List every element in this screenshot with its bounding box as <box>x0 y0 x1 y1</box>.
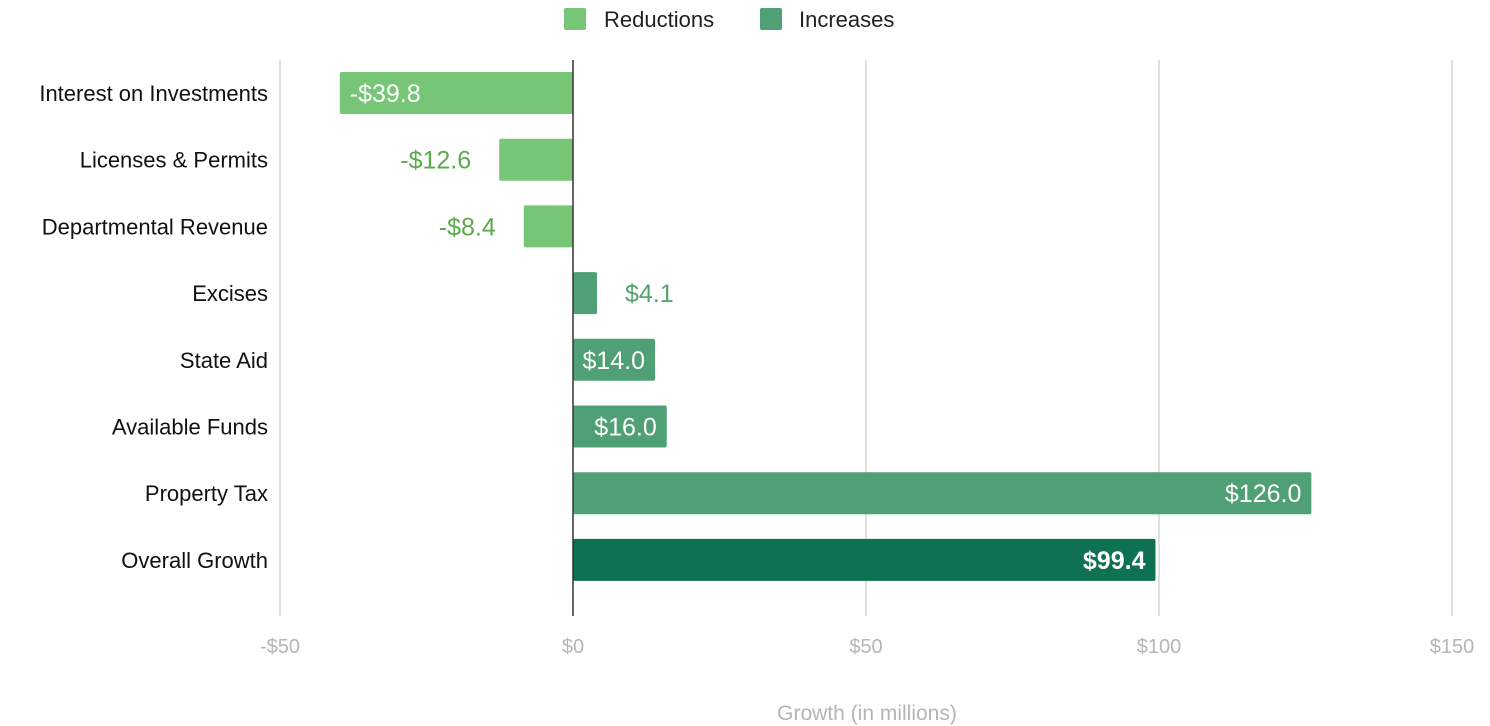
category-label: State Aid <box>180 348 268 373</box>
chart-legend: Reductions Increases <box>564 7 894 32</box>
bars: -$39.8 -$12.6 -$8.4 $4.1 $14.0 $16.0 $126.0 $99… <box>339 72 1312 581</box>
x-tick-label: $0 <box>562 636 584 658</box>
x-tick-label: -$50 <box>260 636 300 658</box>
category-label: Property Tax <box>145 481 268 506</box>
data-label: -$8.4 <box>439 213 496 241</box>
bar <box>339 72 573 114</box>
data-label: $16.0 <box>594 414 657 442</box>
category-label: Excises <box>192 281 268 306</box>
legend-label: Reductions <box>604 7 714 32</box>
data-label: -$39.8 <box>350 80 421 108</box>
x-axis-title: Growth (in millions) <box>777 702 957 725</box>
data-label: $99.4 <box>1083 547 1146 575</box>
bar <box>573 405 667 448</box>
category-label: Licenses & Permits <box>80 148 268 173</box>
data-label: -$12.6 <box>400 147 471 175</box>
category-label: Interest on Investments <box>39 81 268 106</box>
data-label: $126.0 <box>1225 480 1301 508</box>
bar <box>523 205 573 248</box>
bar <box>573 538 1156 581</box>
category-label: Departmental Revenue <box>42 214 268 239</box>
data-label: $14.0 <box>582 347 645 375</box>
x-tick-label: $100 <box>1137 636 1182 658</box>
category-label: Overall Growth <box>121 548 268 573</box>
bar <box>499 138 573 181</box>
data-label: $4.1 <box>625 280 674 308</box>
legend-label: Increases <box>799 7 894 32</box>
category-label: Available Funds <box>112 415 268 440</box>
category-labels: Interest on Investments Licenses & Permit… <box>39 81 268 573</box>
legend-swatch <box>760 8 782 30</box>
x-tick-label: $50 <box>849 636 882 658</box>
bar <box>573 272 598 315</box>
x-tick-labels: -$50 $0 $50 $100 $150 <box>260 636 1474 658</box>
gridlines <box>279 60 1453 616</box>
x-tick-label: $150 <box>1430 636 1475 658</box>
legend-swatch <box>564 8 586 30</box>
bar <box>573 338 656 381</box>
bar <box>573 472 1312 515</box>
